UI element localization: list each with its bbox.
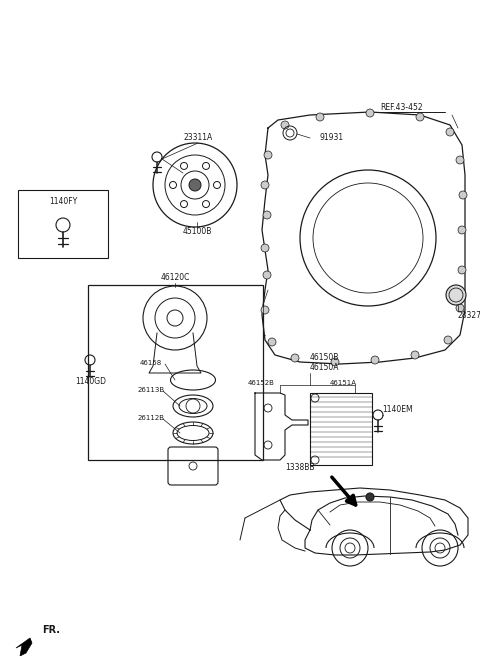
Circle shape xyxy=(331,358,339,366)
Bar xyxy=(310,393,372,465)
Circle shape xyxy=(371,356,379,364)
Text: 46151A: 46151A xyxy=(330,380,357,386)
Text: 46120C: 46120C xyxy=(160,274,190,283)
Circle shape xyxy=(263,271,271,279)
Text: 46158: 46158 xyxy=(140,360,162,366)
Circle shape xyxy=(456,304,464,312)
Text: 46152B: 46152B xyxy=(248,380,275,386)
Text: 46150B: 46150B xyxy=(310,354,339,363)
Text: 26112B: 26112B xyxy=(138,415,165,421)
Circle shape xyxy=(366,109,374,117)
Circle shape xyxy=(416,113,424,121)
Text: 1140FY: 1140FY xyxy=(49,197,77,207)
Circle shape xyxy=(261,181,269,189)
Circle shape xyxy=(444,336,452,344)
Circle shape xyxy=(263,211,271,219)
Circle shape xyxy=(291,354,299,362)
Circle shape xyxy=(264,151,272,159)
Text: 1140GD: 1140GD xyxy=(75,377,106,386)
Circle shape xyxy=(189,179,201,191)
Circle shape xyxy=(446,285,466,305)
Text: 28327E: 28327E xyxy=(458,310,480,319)
Text: 1338BB: 1338BB xyxy=(285,464,314,472)
Bar xyxy=(18,190,108,258)
Circle shape xyxy=(446,128,454,136)
Text: REF.43-452: REF.43-452 xyxy=(380,104,422,112)
Polygon shape xyxy=(16,638,32,656)
Circle shape xyxy=(458,266,466,274)
Circle shape xyxy=(456,156,464,164)
Circle shape xyxy=(268,338,276,346)
Text: 45100B: 45100B xyxy=(182,228,212,237)
Text: 23311A: 23311A xyxy=(183,134,213,142)
Circle shape xyxy=(261,306,269,314)
Bar xyxy=(88,285,263,460)
Text: 46150A: 46150A xyxy=(310,363,339,373)
Text: 26113B: 26113B xyxy=(138,387,165,393)
Text: FR.: FR. xyxy=(42,625,60,635)
Circle shape xyxy=(458,226,466,234)
Circle shape xyxy=(366,493,374,501)
Circle shape xyxy=(281,121,289,129)
Circle shape xyxy=(459,191,467,199)
Text: 1140EM: 1140EM xyxy=(382,405,413,415)
Circle shape xyxy=(411,351,419,359)
Circle shape xyxy=(316,113,324,121)
Text: 91931: 91931 xyxy=(320,133,344,142)
Circle shape xyxy=(261,244,269,252)
